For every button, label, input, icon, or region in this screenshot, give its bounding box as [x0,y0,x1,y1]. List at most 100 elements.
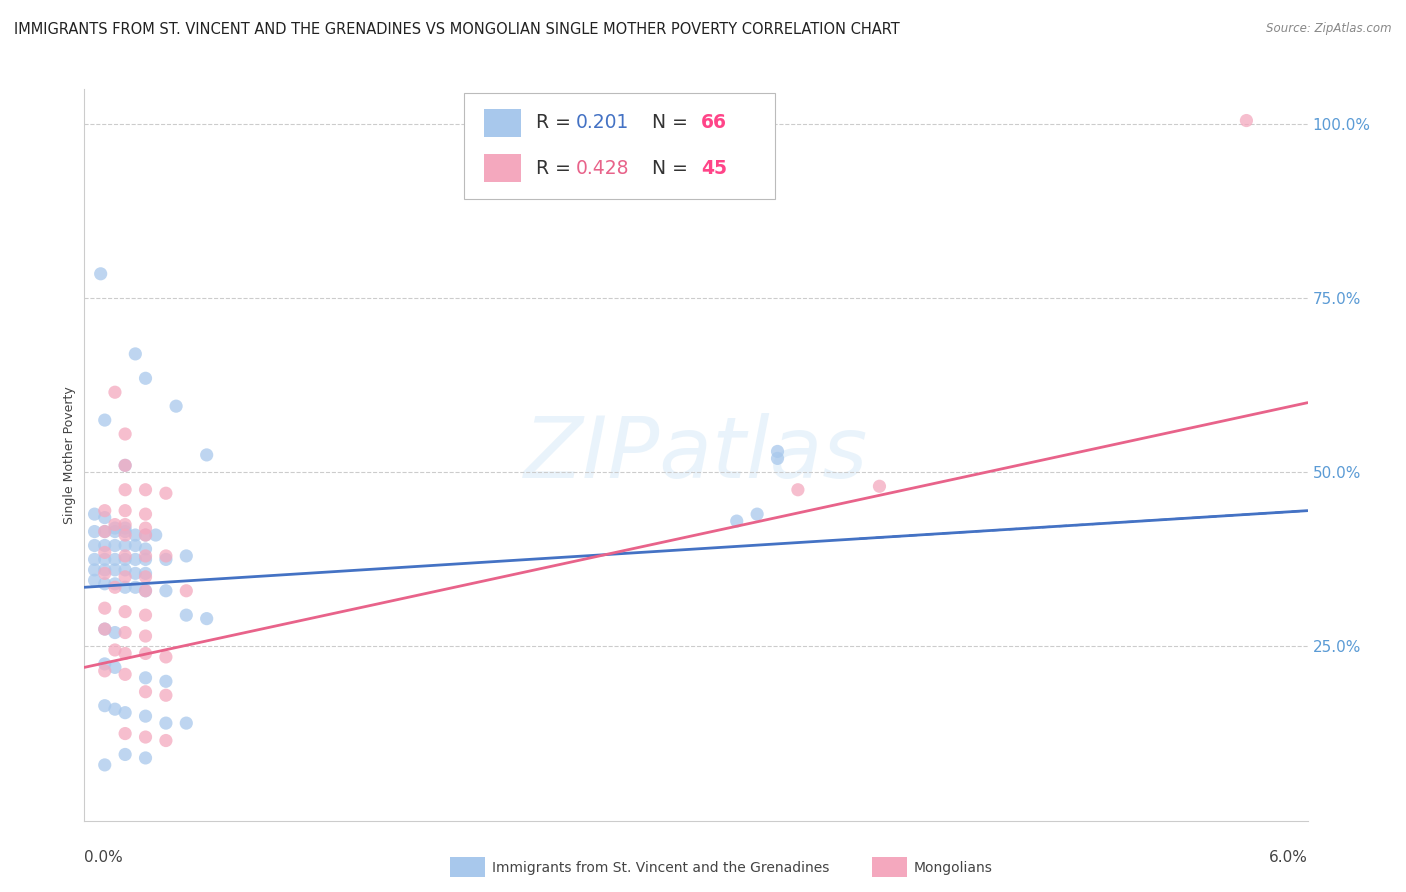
Point [135,583,157,598]
Text: IMMIGRANTS FROM ST. VINCENT AND THE GRENADINES VS MONGOLIAN SINGLE MOTHER POVERT: IMMIGRANTS FROM ST. VINCENT AND THE GREN… [14,22,900,37]
Point [93,566,117,581]
Point [114,747,136,762]
Point [114,521,136,535]
Point [195,448,218,462]
Point [104,385,127,400]
Point [104,563,127,577]
Point [155,733,177,747]
Point [135,629,157,643]
Point [155,549,177,563]
Point [114,524,136,539]
Text: 0.428: 0.428 [576,159,630,178]
Point [104,552,127,566]
Text: ZIPatlas: ZIPatlas [524,413,868,497]
Point [135,583,157,598]
Point [90,267,112,281]
Point [114,549,136,563]
Point [114,503,136,517]
Point [135,483,157,497]
Text: 6.0%: 6.0% [1268,850,1308,865]
Point [135,570,157,584]
Point [93,563,117,577]
Point [135,528,157,542]
Point [93,698,117,713]
Point [124,566,146,581]
Y-axis label: Single Mother Poverty: Single Mother Poverty [63,386,76,524]
Point [725,514,748,528]
Point [176,583,198,598]
Point [766,451,789,466]
Point [155,674,177,689]
Point [135,730,157,744]
Point [114,726,136,740]
Text: 45: 45 [700,159,727,178]
Point [124,528,146,542]
Point [766,444,789,458]
Point [135,647,157,661]
Text: Mongolians: Mongolians [914,861,993,875]
Point [155,486,177,500]
Point [114,667,136,681]
Point [114,563,136,577]
Point [114,647,136,661]
Point [135,371,157,385]
Point [114,605,136,619]
Point [114,517,136,532]
Point [124,580,146,594]
Point [93,622,117,636]
Point [114,528,136,542]
Text: R =: R = [536,159,576,178]
Text: Immigrants from St. Vincent and the Grenadines: Immigrants from St. Vincent and the Gren… [492,861,830,875]
Point [93,657,117,671]
Point [93,510,117,524]
Point [155,552,177,566]
Point [93,524,117,539]
Point [104,643,127,657]
Point [83,524,105,539]
Point [93,503,117,517]
Point [135,685,157,699]
Point [124,347,146,361]
Point [124,552,146,566]
Point [135,671,157,685]
Point [869,479,891,493]
Point [83,574,105,588]
Point [83,552,105,566]
Point [176,608,198,623]
Point [83,539,105,553]
Text: 0.0%: 0.0% [84,850,124,865]
Point [83,563,105,577]
Point [93,758,117,772]
Point [135,521,157,535]
Point [104,702,127,716]
Point [135,552,157,566]
Point [135,541,157,556]
Point [114,539,136,553]
Point [155,649,177,664]
Point [155,688,177,702]
Point [93,524,117,539]
Point [747,507,769,521]
FancyBboxPatch shape [464,93,776,199]
Point [165,399,187,413]
Point [135,751,157,765]
Point [93,622,117,636]
Point [135,608,157,623]
Point [104,625,127,640]
Point [135,709,157,723]
Text: 66: 66 [700,113,727,132]
Point [104,521,127,535]
Point [135,507,157,521]
Point [787,483,810,497]
Point [83,507,105,521]
Text: N =: N = [640,159,693,178]
Point [114,458,136,473]
Point [155,583,177,598]
Point [93,413,117,427]
Point [114,483,136,497]
Point [104,517,127,532]
Point [176,716,198,731]
Text: R =: R = [536,113,576,132]
Point [93,664,117,678]
Point [93,552,117,566]
